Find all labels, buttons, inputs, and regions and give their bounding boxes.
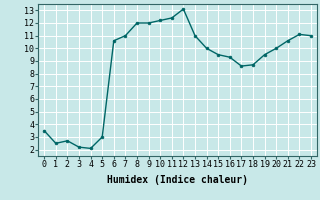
X-axis label: Humidex (Indice chaleur): Humidex (Indice chaleur): [107, 175, 248, 185]
